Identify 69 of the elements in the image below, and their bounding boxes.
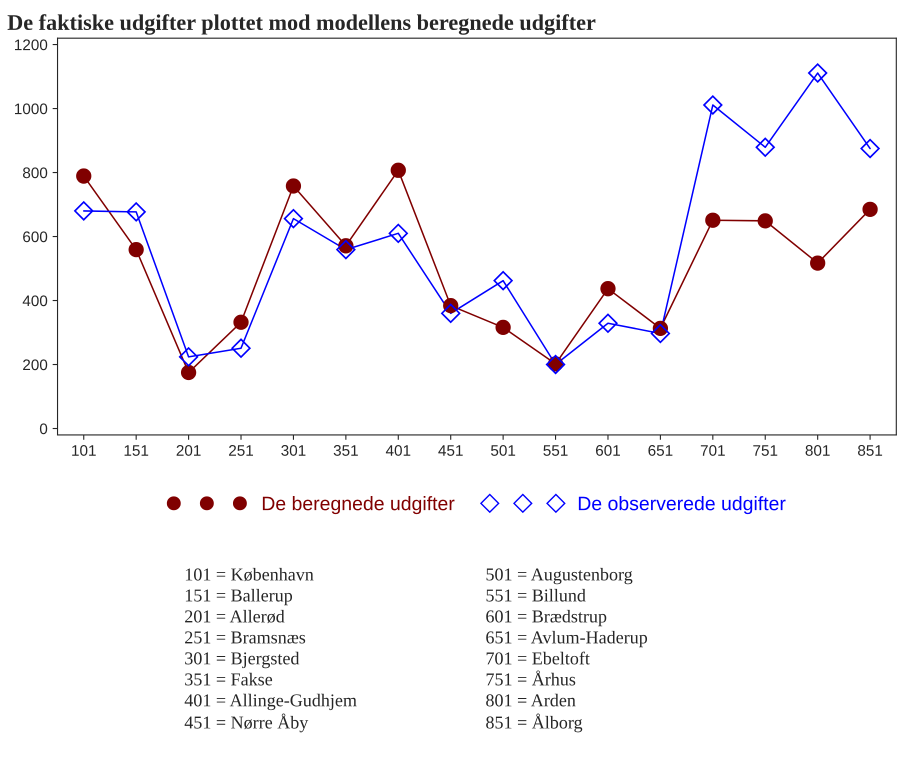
point	[284, 208, 304, 228]
point	[336, 240, 356, 260]
legend-label: De beregnede udgifter	[262, 496, 454, 514]
y-tick-label: 600	[23, 231, 48, 242]
y-tick-label: 1200	[14, 39, 48, 50]
text: 451 = Nørre Åby	[184, 714, 308, 732]
point	[76, 168, 92, 184]
point	[758, 213, 773, 228]
text: 851 = Ålborg	[486, 714, 582, 732]
x-tick-label: 501	[491, 445, 516, 456]
x-tick-label: 801	[806, 445, 830, 456]
text: 651 = Avlum-Haderup	[486, 630, 648, 648]
text: 201 = Allerød	[185, 610, 285, 624]
point	[703, 95, 722, 115]
point	[126, 202, 146, 222]
text: 501 = Augustenborg	[486, 568, 632, 584]
point	[180, 364, 196, 380]
x-tick-label: 651	[648, 445, 672, 456]
point	[598, 314, 618, 333]
y-tick-label: 800	[22, 167, 48, 178]
text: 801 = Arden	[486, 694, 576, 706]
x-tick-label: 851	[858, 445, 882, 456]
y-tick-label: 1000	[14, 103, 48, 114]
point	[705, 212, 720, 228]
point	[860, 138, 880, 158]
x-tick-label: 601	[596, 445, 620, 456]
point	[808, 63, 828, 83]
y-tick-label: 200	[23, 359, 48, 370]
point	[441, 304, 460, 323]
point	[493, 271, 513, 290]
point	[74, 201, 94, 221]
point	[390, 162, 406, 178]
y-tick-label: 400	[22, 295, 48, 306]
text: 101 = København	[186, 568, 314, 582]
x-tick-label: 151	[124, 445, 148, 456]
text: 351 = Fakse	[185, 672, 272, 686]
x-tick-label: 551	[543, 445, 568, 456]
point	[650, 324, 670, 344]
text: 301 = Bjergsted	[185, 652, 300, 668]
point	[756, 138, 775, 157]
text: 251 = Bramsnæs	[185, 631, 306, 644]
text: 751 = Århus	[486, 670, 576, 686]
point	[388, 224, 408, 244]
point	[600, 281, 616, 296]
text: 551 = Billund	[486, 588, 586, 602]
x-tick-label: 751	[753, 445, 778, 456]
x-tick-label: 401	[386, 445, 410, 456]
legend-label: De observerede udgifter	[578, 496, 786, 514]
point	[810, 255, 826, 271]
point	[233, 314, 249, 330]
chart-title: De faktiske udgifter plottet mod modellens beregnede udgifter	[8, 14, 596, 35]
x-tick-label: 251	[229, 445, 254, 456]
y-tick-label: 0	[40, 423, 48, 434]
point	[286, 178, 302, 194]
x-tick-label: 201	[176, 445, 201, 456]
text: 701 = Ebeltoft	[486, 652, 590, 665]
point	[495, 320, 511, 336]
text: 151 = Ballerup	[186, 588, 292, 606]
x-tick-label: 701	[700, 445, 725, 456]
point	[178, 347, 198, 367]
text: 601 = Brædstrup	[486, 610, 606, 626]
point	[862, 202, 878, 217]
point	[231, 338, 251, 358]
x-tick-label: 351	[334, 445, 358, 456]
x-tick-label: 301	[281, 445, 306, 456]
point	[128, 242, 144, 258]
x-tick-label: 451	[438, 445, 463, 456]
text: 401 = Allinge-Gudhjem	[184, 694, 357, 710]
x-tick-label: 101	[72, 445, 96, 456]
